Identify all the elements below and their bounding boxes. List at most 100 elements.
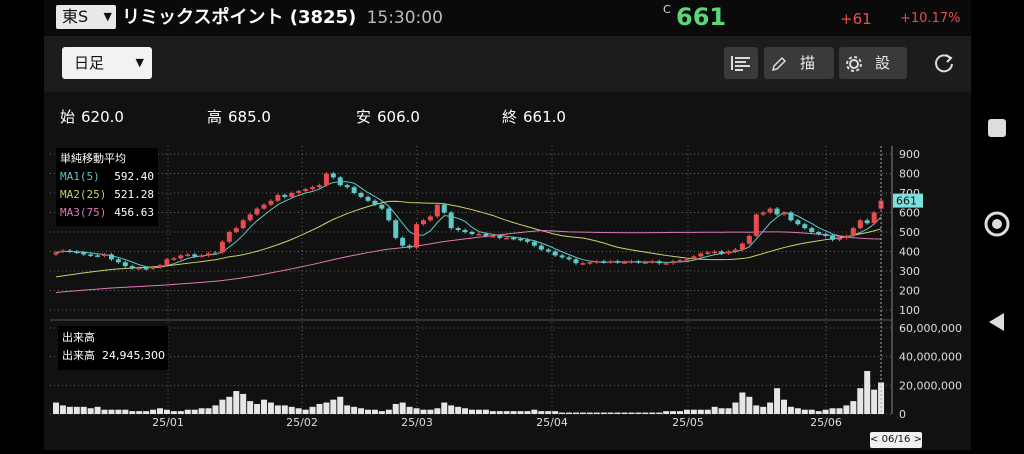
volume-bar xyxy=(517,411,524,414)
volume-bar xyxy=(177,411,184,414)
volume-bar xyxy=(129,411,136,414)
volume-bar xyxy=(531,409,538,414)
settings-button[interactable]: 設定 xyxy=(839,47,907,79)
draw-label: 描画 xyxy=(800,54,824,72)
candle-body xyxy=(788,212,794,221)
volume-bar xyxy=(843,405,850,414)
volume-bar xyxy=(822,409,829,414)
candle-body xyxy=(663,263,669,265)
volume-bar xyxy=(427,409,434,414)
candle-body xyxy=(843,235,849,238)
candle-body xyxy=(171,258,177,260)
date-tick-label: 25/03 xyxy=(401,416,433,429)
market-select[interactable]: 東S ▼ xyxy=(56,5,116,29)
volume-bar xyxy=(767,402,774,414)
candle-body xyxy=(102,254,108,256)
volume-title: 出来高 xyxy=(62,331,95,344)
volume-bar xyxy=(330,399,337,414)
volume-bar xyxy=(163,409,170,414)
candle-body xyxy=(365,196,371,201)
recent-apps-icon[interactable] xyxy=(988,119,1006,137)
candle-body xyxy=(830,235,836,240)
candle-body xyxy=(670,261,676,264)
volume-bar xyxy=(337,396,344,414)
last-price-tag xyxy=(893,193,923,208)
volume-bar xyxy=(226,396,233,414)
ma1-value: 592.40 xyxy=(114,170,154,183)
back-icon[interactable] xyxy=(989,313,1004,331)
ma3-label: MA3(75) xyxy=(60,206,107,219)
volume-bar xyxy=(198,408,205,414)
ma25-line xyxy=(55,200,882,278)
volume-bar xyxy=(358,408,365,414)
volume-bar xyxy=(302,409,309,414)
volume-bar xyxy=(73,406,80,414)
volume-bar xyxy=(801,409,808,414)
candle-body xyxy=(698,253,704,257)
price-tick-label: 600 xyxy=(899,207,920,220)
home-icon[interactable] xyxy=(984,211,1010,237)
quote-time: 15:30:00 xyxy=(366,8,443,28)
volume-bar xyxy=(753,405,760,414)
volume-bar xyxy=(288,406,295,414)
candle-body xyxy=(587,262,593,264)
candle-body xyxy=(462,230,468,232)
price-tick-label: 100 xyxy=(899,304,920,317)
volume-bar xyxy=(586,412,593,414)
candle-body xyxy=(531,241,537,246)
candle-body xyxy=(344,185,350,188)
candle-body xyxy=(871,212,877,224)
date-badge[interactable]: < 06/16 > xyxy=(870,432,922,448)
candle-body xyxy=(434,204,440,217)
volume-bar xyxy=(136,411,143,414)
candle-body xyxy=(393,220,399,238)
volume-bar xyxy=(628,412,635,414)
ma1-label: MA1(5) xyxy=(60,170,100,183)
candle-body xyxy=(351,187,357,193)
ma-legend-title: 単純移動平均 xyxy=(60,152,126,165)
date-tick-label: 25/04 xyxy=(536,416,568,429)
volume-bar xyxy=(642,412,649,414)
stock-name: リミックスポイント (3825) xyxy=(122,7,357,28)
candle-body xyxy=(455,228,461,231)
price-change-pct: +10.17% xyxy=(900,11,961,26)
volume-bar xyxy=(690,409,697,414)
candle-body xyxy=(726,251,732,254)
candle-body xyxy=(233,228,239,232)
indicator-button[interactable] xyxy=(724,47,758,79)
volume-bar xyxy=(815,411,822,414)
volume-bar xyxy=(392,403,399,414)
candle-body xyxy=(323,173,329,186)
period-label: 日足 xyxy=(74,54,105,72)
volume-value: 24,945,300 xyxy=(102,349,165,362)
price-tick-label: 200 xyxy=(899,285,920,298)
candle-body xyxy=(753,214,759,236)
candle-body xyxy=(746,235,752,244)
volume-bar xyxy=(267,402,274,414)
candle-body xyxy=(129,266,135,269)
candle-body xyxy=(490,235,496,238)
volume-bar xyxy=(656,412,663,414)
open-value: 620.0 xyxy=(81,108,124,126)
close-value: 661.0 xyxy=(523,108,566,126)
volume-bar xyxy=(205,408,212,414)
volume-bar xyxy=(309,406,316,414)
draw-button[interactable]: 描画 xyxy=(764,47,834,79)
volume-bar xyxy=(170,411,177,414)
ma75-line xyxy=(55,229,882,293)
volume-bar xyxy=(233,391,240,414)
volume-bar xyxy=(614,412,621,414)
last-price-label: 661 xyxy=(896,195,917,208)
volume-bar xyxy=(718,408,725,414)
volume-bar xyxy=(150,409,157,414)
chart-area[interactable]: 始 620.0 高 685.0 安 606.0 終 661.0 900 800 700 600… xyxy=(44,92,971,450)
period-select[interactable]: 日足 ▼ xyxy=(62,47,152,79)
volume-bar xyxy=(649,412,656,414)
candle-body xyxy=(407,245,413,248)
refresh-icon[interactable] xyxy=(933,52,955,74)
volume-bar xyxy=(191,409,198,414)
app-window: 東S ▼ リミックスポイント (3825) 15:30:00 C 661 +61… xyxy=(44,0,971,450)
candle-body xyxy=(850,228,856,236)
candlestick-chart[interactable]: 90080070060050040030020010060,000,00040,… xyxy=(44,92,971,450)
volume-legend: 出来高 出来高 24,945,300 xyxy=(58,326,168,370)
